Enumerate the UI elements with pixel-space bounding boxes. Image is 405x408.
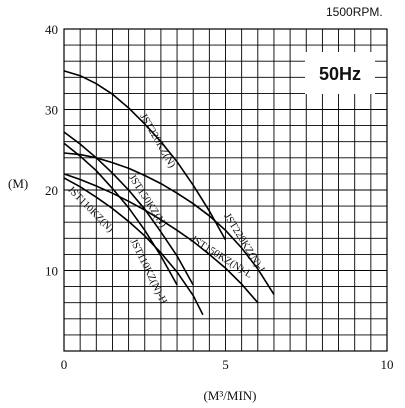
x-axis-label: (M³/MIN) — [203, 388, 256, 403]
curve-jst220kz-n-l — [63, 152, 275, 296]
curve-jst150kz-n — [63, 131, 194, 286]
curve-label: JST110KZ(N)-H — [128, 237, 169, 306]
curve-jst110kz-n — [63, 142, 178, 286]
x-tick-labels: 0 5 10 — [61, 357, 394, 372]
curves — [63, 70, 275, 316]
curve-jst150kz-n-l — [63, 173, 259, 304]
frequency-box — [305, 52, 375, 94]
y-tick-label: 10 — [45, 264, 58, 279]
x-tick-label: 0 — [61, 357, 68, 372]
plot-frame — [63, 28, 388, 352]
curve-jst220kz-n — [63, 70, 227, 241]
y-tick-label: 30 — [45, 103, 58, 118]
x-tick-label: 5 — [222, 357, 229, 372]
grid — [64, 29, 387, 351]
x-tick-label: 10 — [381, 357, 394, 372]
y-tick-label: 20 — [45, 183, 58, 198]
chart-title: 50Hz — [319, 64, 361, 84]
curve-labels: JST220KZ(N)JST220KZ(N)-LJST150KZ(N)JST15… — [65, 112, 268, 307]
curve-label: JST150KZ(N) — [126, 173, 169, 230]
y-tick-labels: 10 20 30 40 — [45, 22, 58, 279]
curve-jst110kz-n-h — [63, 177, 204, 316]
curve-label: JST220KZ(N) — [137, 112, 177, 170]
y-axis-label: (M) — [8, 176, 28, 191]
rpm-label: 1500RPM. — [326, 5, 383, 19]
y-tick-label: 40 — [45, 22, 58, 37]
